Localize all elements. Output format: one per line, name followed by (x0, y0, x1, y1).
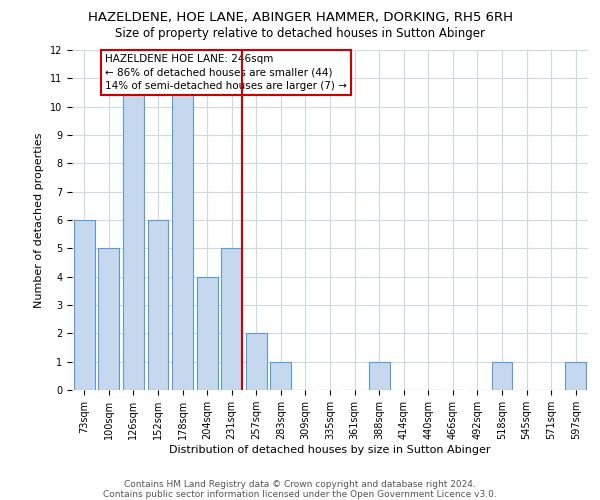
Bar (491, 362, 512, 390)
Bar (172, 78, 193, 390)
Bar (98, 248, 119, 390)
Bar (148, 220, 169, 390)
Text: Size of property relative to detached houses in Sutton Abinger: Size of property relative to detached ho… (115, 28, 485, 40)
Bar (74, 220, 95, 390)
Bar (246, 334, 267, 390)
Text: HAZELDENE, HOE LANE, ABINGER HAMMER, DORKING, RH5 6RH: HAZELDENE, HOE LANE, ABINGER HAMMER, DOR… (88, 11, 512, 24)
Bar (271, 362, 292, 390)
Text: Contains HM Land Registry data © Crown copyright and database right 2024.
Contai: Contains HM Land Registry data © Crown c… (103, 480, 497, 499)
Bar (565, 362, 586, 390)
Bar (123, 78, 144, 390)
Bar (221, 248, 242, 390)
Bar (197, 276, 218, 390)
Text: HAZELDENE HOE LANE: 246sqm
← 86% of detached houses are smaller (44)
14% of semi: HAZELDENE HOE LANE: 246sqm ← 86% of deta… (105, 54, 347, 90)
Bar (368, 362, 389, 390)
X-axis label: Distribution of detached houses by size in Sutton Abinger: Distribution of detached houses by size … (169, 445, 491, 455)
Y-axis label: Number of detached properties: Number of detached properties (34, 132, 44, 308)
